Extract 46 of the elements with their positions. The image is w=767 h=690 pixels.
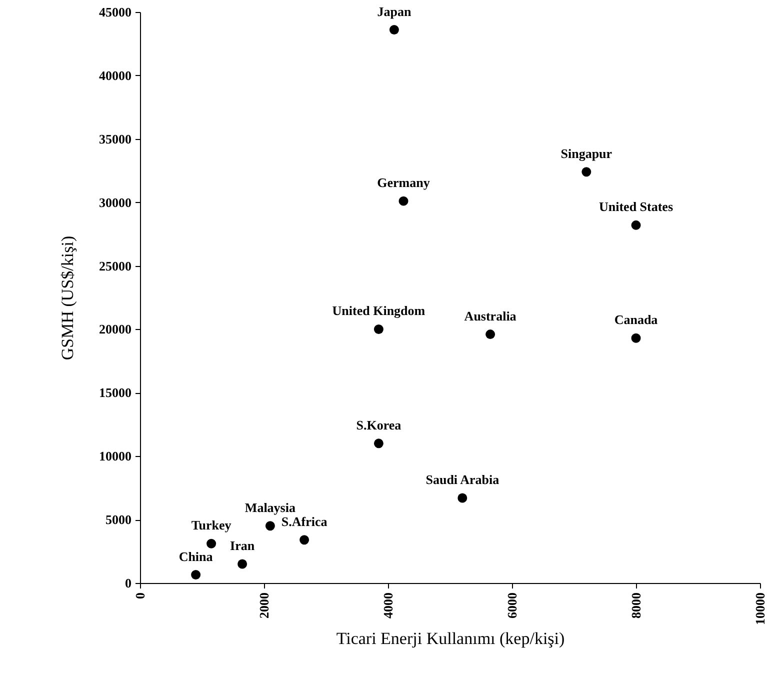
annotation: China: [178, 548, 214, 564]
point: [374, 438, 384, 448]
annotation: Iran: [230, 538, 256, 553]
point: [582, 167, 592, 177]
annotation: Turkey: [191, 518, 232, 533]
point: [631, 333, 641, 343]
x-axis-title: Ticari Enerji Kullanımı (kep/kişi): [336, 629, 565, 648]
annotation: Australia: [464, 308, 517, 324]
annotation: S.Korea: [356, 417, 402, 432]
x-tick-label: 0: [132, 592, 148, 599]
y-tick-label: 15000: [99, 385, 132, 400]
annotation: Japan: [377, 4, 412, 19]
x-tick-label: 4000: [380, 592, 396, 618]
x-tick-label: 2000: [256, 592, 272, 618]
point: [238, 559, 248, 569]
x-tick-label: 10000: [752, 592, 767, 625]
x-tick-label: 6000: [504, 592, 520, 618]
point: [389, 25, 399, 34]
y-tick-label: 40000: [99, 68, 132, 83]
annotation: Canada: [614, 312, 658, 328]
x-tick-label: 8000: [628, 592, 644, 618]
point: [631, 220, 641, 230]
annotation: Singapur: [560, 146, 612, 161]
y-axis-title: GSMH (US$/kişi): [58, 236, 77, 360]
point: [486, 330, 496, 340]
point: [374, 324, 384, 334]
point: [398, 196, 408, 206]
y-tick-label: 0: [125, 576, 132, 590]
y-tick-label: 5000: [106, 512, 132, 528]
y-tick-label: 10000: [99, 448, 132, 464]
annotation: Germany: [377, 175, 430, 190]
annotation: United Kingdom: [332, 303, 426, 318]
point: [191, 570, 201, 580]
point: [300, 535, 310, 545]
point: [458, 493, 468, 503]
y-tick-label: 25000: [99, 258, 132, 274]
y-tick-label: 45000: [99, 4, 132, 20]
y-tick-label: 35000: [99, 131, 132, 146]
point: [265, 521, 275, 531]
annotation: Saudi Arabia: [426, 472, 500, 487]
y-tick-label: 20000: [99, 322, 132, 337]
annotation: United States: [598, 199, 674, 214]
annotation: S.Africa: [281, 514, 328, 529]
y-tick-label: 30000: [99, 194, 132, 210]
annotation: Malaysia: [244, 500, 296, 515]
point: [206, 538, 216, 548]
